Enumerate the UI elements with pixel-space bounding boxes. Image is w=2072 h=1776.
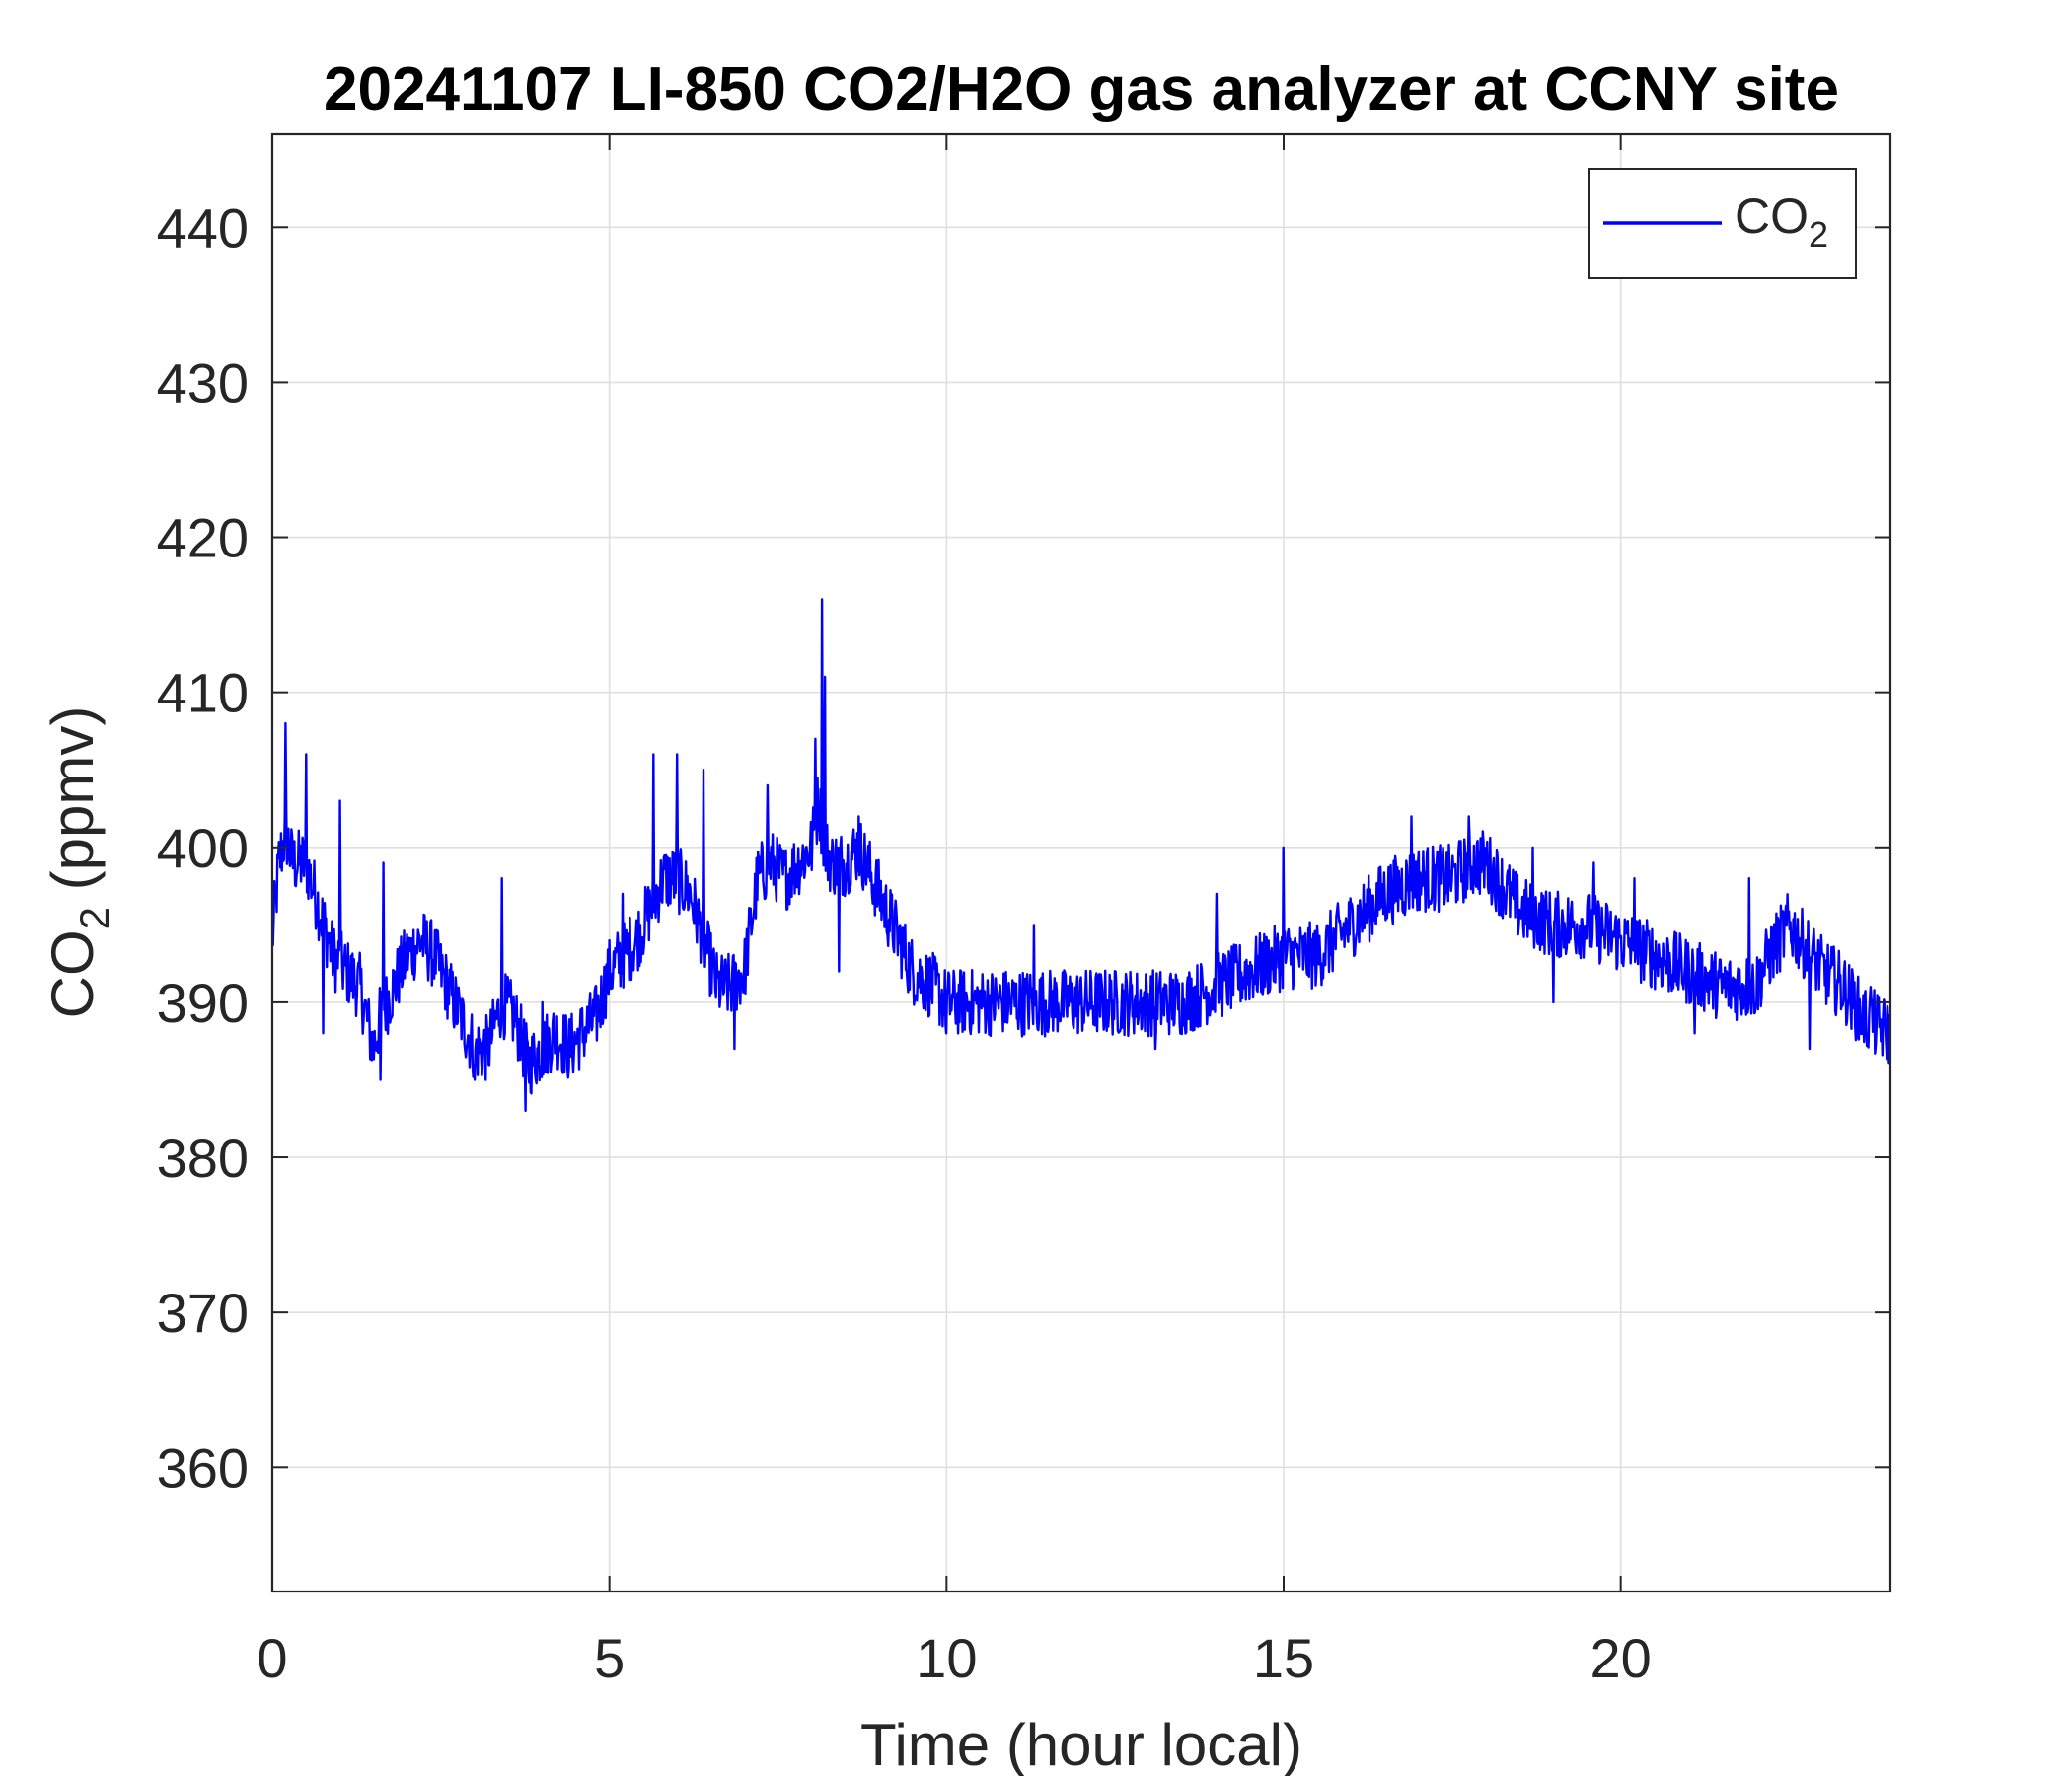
y-tick-label: 430 <box>157 351 249 413</box>
chart-title: 20241107 LI-850 CO2/H2O gas analyzer at … <box>324 55 1839 123</box>
y-tick-label: 380 <box>157 1127 249 1189</box>
y-tick-label: 440 <box>157 196 249 259</box>
tick-marks <box>271 134 1890 1591</box>
plot-frame <box>270 132 1892 1593</box>
x-tick-label: 10 <box>916 1627 977 1689</box>
legend-entry-base: CO <box>1735 188 1809 244</box>
y-axis-label-unit: (ppmv) <box>39 706 106 907</box>
y-tick-label: 420 <box>157 507 249 569</box>
legend: CO2 <box>1588 168 1857 279</box>
y-tick-labels: 360 370 380 390 400 410 420 430 440 <box>157 196 249 1499</box>
legend-entry-label: CO2 <box>1735 188 1828 255</box>
x-tick-label: 0 <box>257 1627 287 1689</box>
y-tick-label: 370 <box>157 1282 249 1344</box>
co2-series-line <box>272 598 1890 1113</box>
x-axis-label: Time (hour local) <box>860 1712 1302 1776</box>
x-tick-labels: 0 5 10 15 20 <box>257 1627 1651 1689</box>
y-axis-label: CO2 (ppmv) <box>39 706 117 1019</box>
x-tick-label: 5 <box>594 1627 625 1689</box>
y-axis-label-base: CO <box>39 929 106 1018</box>
y-tick-label: 360 <box>157 1437 249 1499</box>
plot-area <box>272 134 1890 1591</box>
y-axis-label-subscript: 2 <box>71 907 117 929</box>
y-tick-label: 400 <box>157 817 249 879</box>
x-tick-label: 15 <box>1253 1627 1314 1689</box>
series-layer <box>272 598 1890 1113</box>
x-tick-label: 20 <box>1591 1627 1652 1689</box>
y-tick-label: 390 <box>157 972 249 1034</box>
y-tick-label: 410 <box>157 662 249 724</box>
legend-entry-subscript: 2 <box>1809 214 1828 255</box>
